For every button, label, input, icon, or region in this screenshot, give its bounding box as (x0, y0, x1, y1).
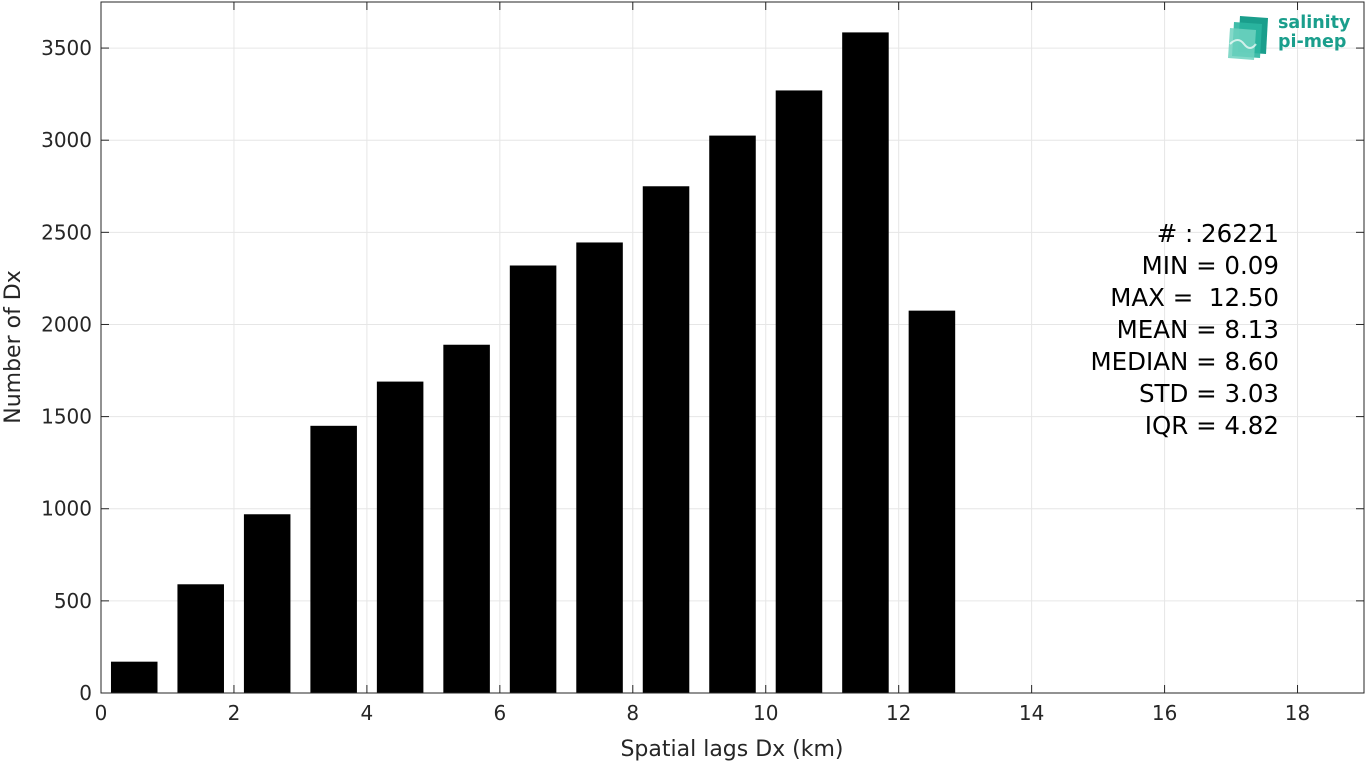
logo-line-1: salinity (1278, 13, 1351, 33)
histogram-bar (642, 186, 690, 693)
x-tick-label: 2 (228, 701, 241, 725)
stat-min: MIN = 0.09 (1141, 251, 1279, 280)
wave-logo-icon (1228, 16, 1268, 60)
x-tick-label: 0 (95, 701, 108, 725)
y-axis-label: Number of Dx (1, 270, 26, 424)
y-tick-labels: 0 500 1000 1500 2000 2500 3000 3500 (41, 36, 92, 705)
x-tick-label: 10 (753, 701, 778, 725)
axes (100, 1, 1365, 694)
y-tick-label: 1500 (41, 405, 92, 429)
logo-text: salinity pi-mep (1278, 14, 1350, 52)
stat-median: MEDIAN = 8.60 (1090, 347, 1279, 376)
x-tick-label: 4 (361, 701, 374, 725)
histogram-bar (376, 381, 424, 693)
stat-max: MAX = 12.50 (1110, 283, 1279, 312)
y-tick-label: 3500 (41, 36, 92, 60)
histogram-bar (775, 90, 823, 693)
plot-frame (100, 1, 1365, 694)
histogram-bar (509, 265, 557, 693)
y-tick-label: 2500 (41, 220, 92, 244)
histogram-bar (576, 242, 623, 693)
x-tick-label: 12 (886, 701, 911, 725)
salinity-pimep-logo: salinity pi-mep (1228, 14, 1358, 62)
stat-mean: MEAN = 8.13 (1116, 315, 1279, 344)
histogram-bar (243, 514, 291, 693)
histogram-bar (908, 310, 956, 693)
x-tick-label: 16 (1152, 701, 1177, 725)
y-tick-label: 3000 (41, 128, 92, 152)
y-tick-label: 1000 (41, 497, 92, 521)
x-axis-label: Spatial lags Dx (km) (620, 737, 843, 762)
x-tick-label: 14 (1019, 701, 1044, 725)
x-tick-labels: 0 2 4 6 8 10 12 14 16 18 (95, 701, 1311, 725)
y-tick-label: 2000 (41, 312, 92, 336)
y-tick-label: 500 (54, 589, 92, 613)
y-tick-label: 0 (79, 681, 92, 705)
x-tick-label: 8 (626, 701, 639, 725)
x-tick-label: 6 (493, 701, 506, 725)
histogram-bar (310, 425, 357, 693)
histogram-bar (842, 32, 889, 694)
stat-count: # : 26221 (1156, 219, 1279, 248)
logo-line-2: pi-mep (1278, 32, 1347, 52)
bars (110, 32, 956, 694)
x-tick-label: 18 (1285, 701, 1310, 725)
stat-iqr: IQR = 4.82 (1144, 411, 1279, 440)
histogram-bar (110, 661, 158, 693)
histogram-bar (177, 584, 224, 693)
stat-std: STD = 3.03 (1138, 379, 1279, 408)
histogram-bar (709, 135, 756, 694)
histogram-bar (443, 344, 490, 693)
statistics-box: # : 26221 MIN = 0.09 MAX = 12.50 MEAN = 8.1… (1091, 218, 1279, 442)
